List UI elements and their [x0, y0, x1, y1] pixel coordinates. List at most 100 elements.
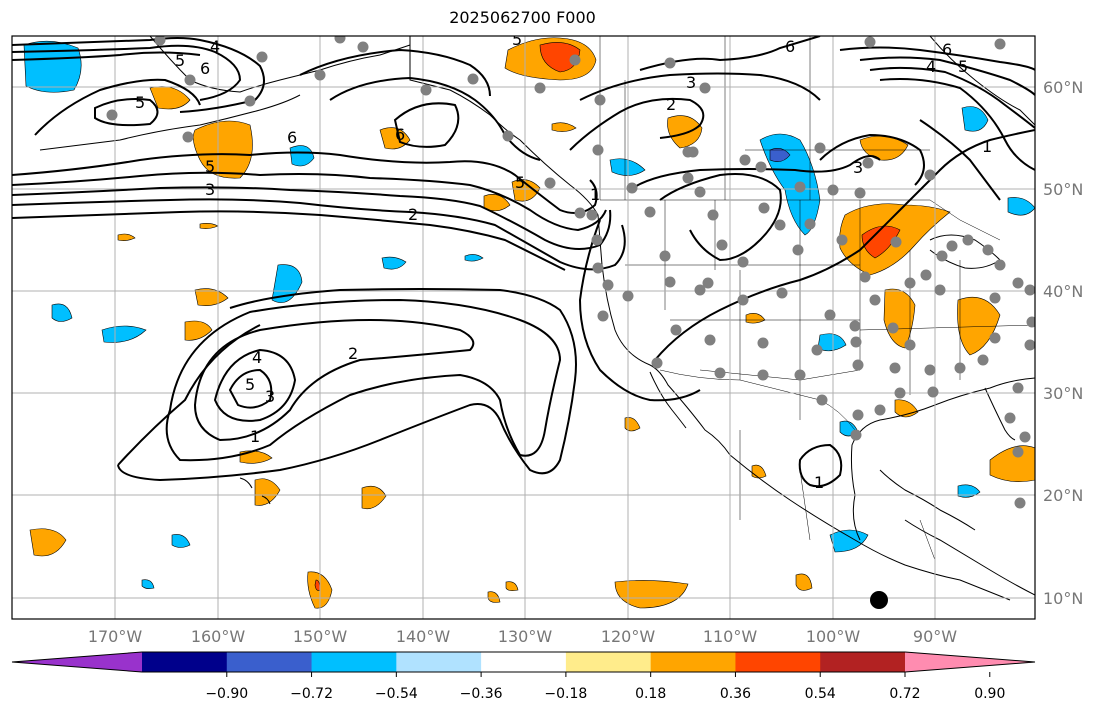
lat-label: 40°N: [1043, 282, 1083, 301]
mexico-gulf-east: [879, 469, 976, 531]
positive-anomaly-area: [957, 296, 1001, 356]
contour-label: 4: [252, 348, 262, 367]
colorbar-segment: [565, 652, 652, 672]
lon-label: 100°W: [806, 627, 861, 646]
contour-line: [879, 78, 1035, 171]
contour-line: [629, 155, 881, 191]
lon-label: 110°W: [703, 627, 758, 646]
colorbar-segment: [226, 652, 313, 672]
positive-anomaly-area: [795, 573, 813, 591]
contour-line: [859, 56, 1035, 96]
contour-line: [819, 133, 925, 186]
station-markers: [106, 36, 1035, 509]
contour-label: 6: [200, 59, 210, 78]
contour-line: [117, 288, 577, 482]
lon-label: 120°W: [601, 627, 656, 646]
contour-label: 5: [175, 51, 185, 70]
positive-anomaly-area: [539, 42, 581, 73]
contour-line: [639, 36, 821, 71]
contour-label: 4: [210, 37, 220, 56]
map-frame: [11, 35, 1036, 620]
lat-label: 30°N: [1043, 384, 1083, 403]
colorbar-outline: [11, 651, 1036, 673]
positive-anomaly-area: [254, 478, 281, 506]
contour-line: [12, 51, 201, 61]
colorbar-tick-label: 0.72: [889, 686, 920, 702]
contour-line: [579, 72, 821, 101]
contour-line: [798, 443, 843, 488]
graticule: [12, 36, 1035, 619]
lon-label: 90°W: [913, 627, 957, 646]
lon-label: 160°W: [191, 627, 246, 646]
positive-anomaly-area: [193, 120, 253, 179]
contour-label: 1: [814, 473, 824, 492]
map-panel: 4 6 5 5 5 3 6 6 2 5 5 1 3 2 6 3 4 6 5 1 …: [12, 36, 1035, 619]
colorbar-extend-high: [905, 652, 1035, 672]
contour-label: 5: [515, 173, 525, 192]
map-title: 2025062700 F000: [449, 8, 596, 27]
contour-label: 3: [686, 73, 696, 92]
positive-anomaly-area: [667, 115, 703, 149]
contour-line: [117, 324, 261, 466]
positive-anomaly-area: [861, 225, 901, 259]
contour-label: 3: [265, 387, 275, 406]
negative-anomaly-area: [957, 484, 981, 498]
colorbar-tick-label: −0.72: [290, 686, 333, 702]
negative-anomaly-area: [464, 254, 484, 262]
hudson-bay: [929, 36, 1035, 126]
contour-label: 2: [666, 95, 676, 114]
aleutian-islands: [39, 94, 301, 151]
contour-line: [12, 186, 612, 250]
contour-line: [299, 48, 491, 97]
baja-california: [649, 371, 687, 429]
contour-label: 5: [245, 375, 255, 394]
colorbar-tick-label: 0.36: [720, 686, 751, 702]
positive-anomaly-area: [624, 417, 641, 432]
contour-label: 2: [348, 344, 358, 363]
contour-label: 6: [395, 125, 405, 144]
contour-line: [393, 102, 460, 148]
colorbar-tick-label: 0.90: [974, 686, 1005, 702]
colorbar-tick-label: −0.36: [460, 686, 503, 702]
positive-anomaly-area: [194, 288, 229, 306]
contour-line: [654, 129, 1035, 361]
lon-label: 170°W: [88, 627, 143, 646]
contours: [12, 36, 1035, 488]
colorbar-segment: [820, 652, 906, 672]
colorbar-tick-label: 0.54: [805, 686, 836, 702]
lon-label: 140°W: [396, 627, 451, 646]
negative-anomaly-area: [171, 534, 191, 548]
colorbar-segment: [650, 652, 736, 672]
lon-label: 130°W: [498, 627, 553, 646]
contour-line: [165, 298, 562, 462]
contour-line: [193, 318, 475, 442]
negative-anomaly-area: [289, 145, 315, 167]
colorbar-tick-label: −0.18: [544, 686, 587, 702]
contour-line: [12, 171, 607, 232]
contour-line: [919, 119, 1001, 201]
positive-anomaly-area: [551, 122, 577, 132]
central-america: [904, 519, 1035, 596]
positive-anomaly-area: [989, 445, 1035, 482]
contour-line: [34, 78, 201, 136]
positive-anomaly-area: [487, 591, 501, 603]
positive-anomaly-area: [614, 580, 689, 609]
colorbar-tick-label: 0.18: [635, 686, 666, 702]
contour-line: [12, 210, 566, 271]
contour-line: [869, 66, 1035, 129]
contour-label: 5: [205, 157, 215, 176]
contour-line: [569, 97, 705, 151]
colorbar: −0.90 −0.72 −0.54 −0.36 −0.18 0.18 0.36 0.54 0.7…: [11, 651, 1036, 702]
contour-label: 5: [135, 93, 145, 112]
colorbar-segment: [396, 652, 482, 672]
negative-anomaly-area: [271, 264, 303, 303]
positive-anomaly-area: [361, 485, 387, 510]
latitude-labels: 60°N 50°N 40°N 30°N 20°N 10°N: [1043, 78, 1083, 608]
contour-label: 5: [958, 57, 968, 76]
positive-anomaly-area: [29, 528, 67, 557]
positive-anomaly-area: [184, 320, 213, 341]
contour-line: [94, 98, 159, 127]
contour-line: [329, 76, 541, 161]
lon-label: 150°W: [293, 627, 348, 646]
